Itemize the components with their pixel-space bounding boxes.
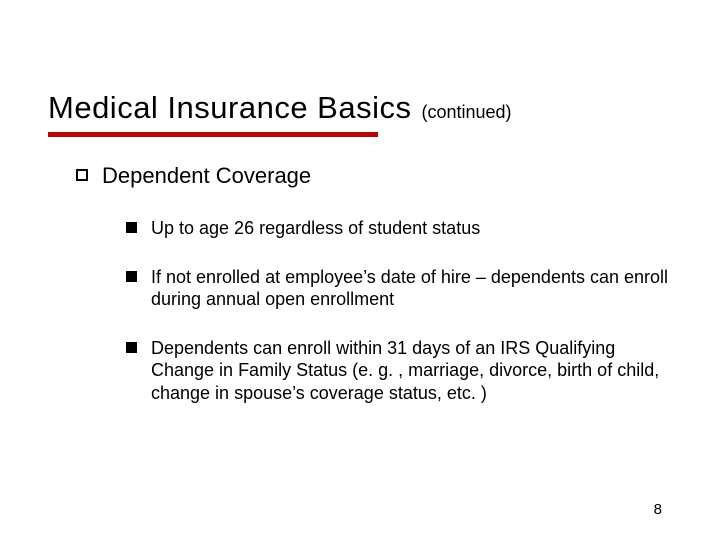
title-row: Medical Insurance Basics (continued) bbox=[48, 90, 672, 126]
level1-text: Dependent Coverage bbox=[102, 163, 311, 189]
hollow-square-icon bbox=[76, 169, 88, 181]
solid-square-icon bbox=[126, 342, 137, 353]
level2-text: If not enrolled at employee’s date of hi… bbox=[151, 266, 672, 311]
slide-title: Medical Insurance Basics bbox=[48, 90, 412, 126]
level2-item: If not enrolled at employee’s date of hi… bbox=[126, 266, 672, 311]
level2-text: Up to age 26 regardless of student statu… bbox=[151, 217, 480, 240]
level2-text: Dependents can enroll within 31 days of … bbox=[151, 337, 672, 405]
level1-item: Dependent Coverage bbox=[76, 163, 672, 189]
slide: Medical Insurance Basics (continued) Dep… bbox=[0, 0, 720, 540]
level2-item: Dependents can enroll within 31 days of … bbox=[126, 337, 672, 405]
level2-item: Up to age 26 regardless of student statu… bbox=[126, 217, 672, 240]
page-number: 8 bbox=[654, 501, 662, 518]
solid-square-icon bbox=[126, 271, 137, 282]
title-underline bbox=[48, 132, 378, 137]
solid-square-icon bbox=[126, 222, 137, 233]
slide-title-suffix: (continued) bbox=[422, 102, 512, 123]
